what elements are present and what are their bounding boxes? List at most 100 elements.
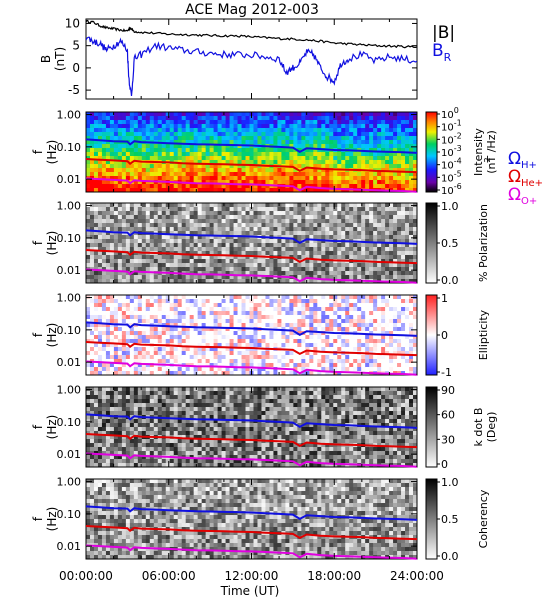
polarization-cell (105, 207, 111, 212)
ellipticity-cell (89, 327, 95, 332)
polarization-cell (229, 247, 234, 252)
polarization-cell (161, 211, 167, 216)
polarization-cell (193, 227, 199, 232)
polarization-cell (261, 215, 266, 220)
intensity-cell (133, 112, 139, 117)
ellipticity-cell (133, 355, 139, 360)
intensity-cell (181, 164, 187, 169)
intensity-cell (301, 180, 306, 185)
intensity-cell (197, 164, 203, 169)
ellipticity-cell (181, 319, 187, 324)
polarization-cell (185, 259, 191, 264)
intensity-cell (313, 176, 318, 181)
polarization-cell (277, 259, 282, 264)
polarization-cell (133, 215, 139, 220)
intensity-cell (157, 132, 163, 137)
intensity-cell (405, 188, 410, 193)
intensity-cell (317, 148, 322, 153)
ellipticity-cell (145, 299, 151, 304)
intensity-cell (313, 128, 318, 133)
ellipticity-cell (169, 295, 175, 300)
intensity-cell (353, 164, 358, 169)
polarization-cell (181, 239, 187, 244)
ellipticity-cell (245, 307, 250, 312)
intensity-cell (253, 156, 258, 161)
intensity-cell (189, 132, 195, 137)
intensity-cell (237, 176, 242, 181)
intensity-cell (193, 184, 199, 189)
ellipticity-cell (285, 343, 290, 348)
intensity-cell (345, 140, 350, 145)
polarization-cell (145, 223, 151, 228)
polarization-cell (393, 275, 398, 280)
ellipticity-cell (117, 299, 123, 304)
intensity-cell (357, 144, 362, 149)
intensity-cell (281, 124, 286, 129)
intensity-cell (253, 128, 258, 133)
polarization-cell (225, 259, 230, 264)
ellipticity-cell (221, 335, 226, 340)
intensity-cell (377, 160, 382, 165)
polarization-cell (93, 275, 99, 280)
polarization-cell (329, 255, 334, 260)
intensity-cell (413, 136, 418, 141)
polarization-cell (297, 203, 302, 208)
ellipticity-cell (245, 311, 250, 316)
ellipticity-cell (293, 335, 298, 340)
polarization-cell (357, 251, 362, 256)
ellipticity-cell (293, 299, 298, 304)
ellipticity-cell (317, 371, 322, 376)
ellipticity-cell (133, 315, 139, 320)
polarization-cell (397, 231, 402, 236)
ellipticity-cell (109, 335, 115, 340)
intensity-cell (281, 132, 286, 137)
ellipticity-cell (249, 347, 254, 352)
polarization-cell (385, 247, 390, 252)
polarization-cell (145, 255, 151, 260)
ellipticity-cell (293, 363, 298, 368)
intensity-cell (297, 172, 302, 177)
ellipticity-cell (209, 367, 215, 372)
intensity-cell (117, 112, 123, 117)
polarization-cell (145, 215, 151, 220)
ellipticity-cell (381, 299, 386, 304)
polarization-cell (293, 211, 298, 216)
intensity-cell (405, 144, 410, 149)
polarization-cell (373, 235, 378, 240)
polarization-cell (181, 211, 187, 216)
polarization-cell (349, 247, 354, 252)
polarization-cell (245, 219, 250, 224)
ellipticity-cell (225, 355, 230, 360)
polarization-cell (109, 231, 115, 236)
intensity-cell (121, 172, 127, 177)
ellipticity-cell (173, 355, 179, 360)
intensity-cell (197, 172, 203, 177)
polarization-cell (341, 219, 346, 224)
ellipticity-cell (165, 351, 171, 356)
polarization-cell (365, 203, 370, 208)
polarization-cell (405, 203, 410, 208)
ellipticity-cell (381, 307, 386, 312)
intensity-cell (121, 160, 127, 165)
polarization-cell (357, 271, 362, 276)
ellipticity-cell (101, 347, 107, 352)
ellipticity-cell (253, 303, 258, 308)
ellipticity-cell (153, 315, 159, 320)
ellipticity-cell (261, 363, 266, 368)
ellipticity-cell (93, 335, 99, 340)
ellipticity-cell (365, 347, 370, 352)
ellipticity-cell (181, 323, 187, 328)
polarization-cell (121, 271, 127, 276)
ellipticity-cell (201, 371, 207, 376)
intensity-cell (149, 112, 155, 117)
intensity-cell (265, 132, 270, 137)
polarization-cell (253, 275, 258, 280)
ellipticity-cell (301, 359, 306, 364)
intensity-cell (317, 140, 322, 145)
ellipticity-cell (209, 315, 215, 320)
polarization-cell (277, 211, 282, 216)
polarization-cell (105, 215, 111, 220)
intensity-cell (86, 168, 91, 173)
intensity-cell (285, 180, 290, 185)
ellipticity-cell (381, 303, 386, 308)
